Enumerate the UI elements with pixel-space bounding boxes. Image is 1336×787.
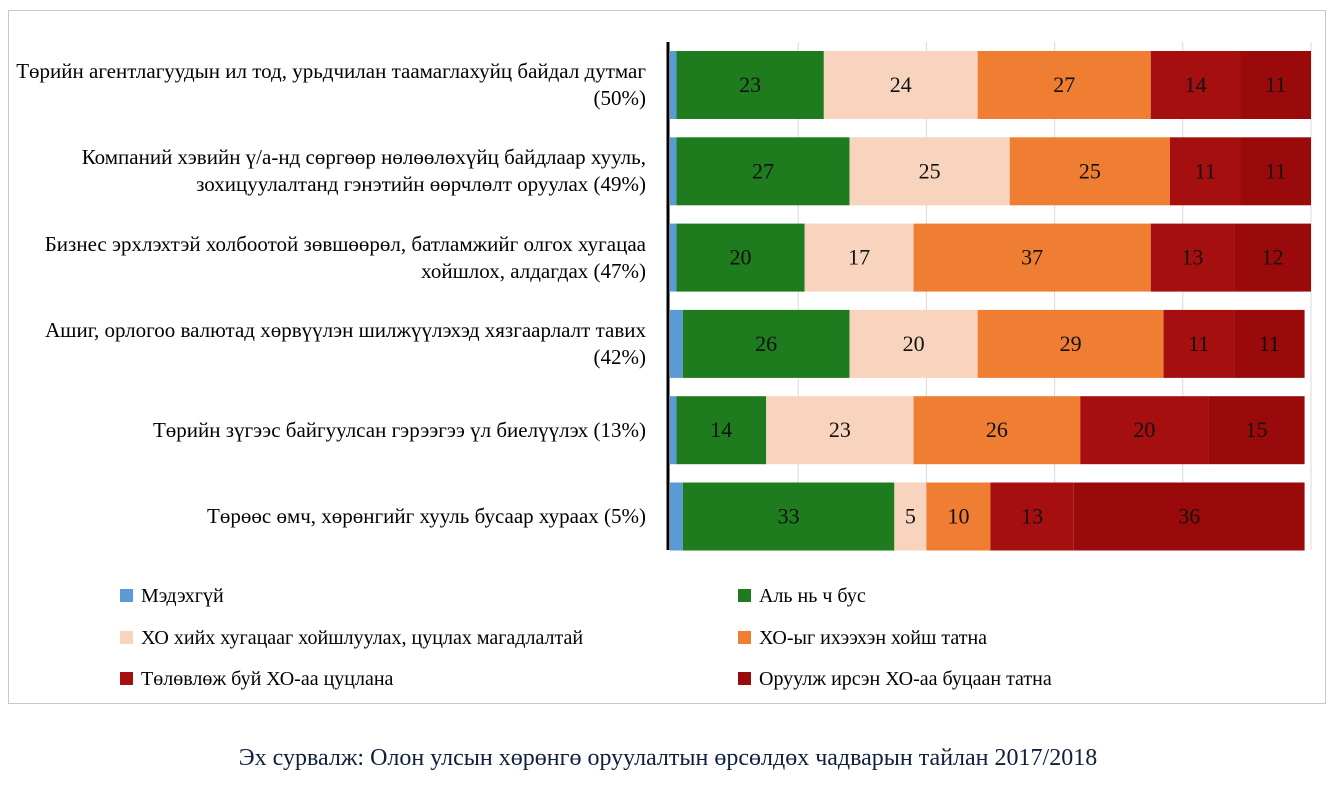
data-label: 27: [752, 158, 774, 183]
data-label: 23: [739, 72, 761, 97]
data-label: 23: [829, 417, 851, 442]
bar-segment: [977, 309, 1164, 378]
bar-segment: [670, 482, 683, 551]
data-label: 37: [1021, 245, 1043, 270]
bar-segment: [1073, 482, 1305, 551]
data-label: 25: [919, 158, 941, 183]
data-label: 10: [947, 504, 969, 529]
data-label: 20: [730, 245, 752, 270]
category-label: Ашиг, орлогоо валютад хөрвүүлэн шилжүүлэ…: [45, 317, 646, 369]
data-label: 13: [1181, 245, 1203, 270]
bar-segment: [1240, 51, 1311, 119]
data-label: 25: [1079, 158, 1101, 183]
data-label: 14: [710, 417, 732, 442]
data-label: 17: [848, 245, 870, 270]
bar-segment: [1234, 309, 1305, 378]
bar-segment: [676, 223, 805, 292]
legend-swatch: [120, 672, 133, 685]
bar-segment: [1150, 51, 1241, 119]
data-label: 33: [778, 504, 800, 529]
bar-segment: [1240, 137, 1311, 206]
legend-item: ХО-ыг ихээхэн хойш татна: [738, 626, 987, 650]
bar-segment: [682, 309, 850, 378]
legend-label: Оруулж ирсэн ХО-аа буцаан татна: [759, 668, 1052, 690]
legend-item: Мэдэхгүй: [120, 584, 224, 608]
data-label: 11: [1265, 72, 1286, 97]
bar-segment: [990, 482, 1074, 551]
bar-segment: [670, 137, 677, 206]
data-label: 20: [1133, 417, 1155, 442]
bar-segment: [926, 482, 991, 551]
legend-label: ХО-ыг ихээхэн хойш татна: [759, 627, 988, 649]
legend-label: ХО хийх хугацааг хойшлуулах, цуцлах мага…: [141, 627, 584, 649]
category-label: Төрийн агентлагуудын ил тод, урьдчилан т…: [16, 59, 646, 110]
legend-item: Төлөвлөж буй ХО-аа цуцлана: [120, 667, 393, 691]
bar-segment: [1169, 137, 1241, 206]
category-label: Төрөөс өмч, хөрөнгийг хууль бусаар хураа…: [207, 504, 646, 528]
bar-segment: [766, 396, 914, 465]
data-label: 15: [1246, 417, 1268, 442]
data-label: 11: [1259, 331, 1280, 356]
bar-segment: [1080, 396, 1209, 465]
bar-segment: [823, 51, 978, 119]
legend-label: Төлөвлөж буй ХО-аа цуцлана: [141, 668, 394, 690]
bar-segment: [670, 309, 683, 378]
category-label: Төрийн зүгээс байгуулсан гэрээгээ үл бие…: [152, 417, 646, 442]
data-label: 24: [890, 72, 912, 97]
data-label: 36: [1178, 504, 1200, 529]
data-label: 26: [755, 331, 777, 356]
bar-segment: [676, 51, 824, 119]
data-label: 11: [1265, 158, 1286, 183]
legend-label: Мэдэхгүй: [141, 585, 224, 607]
data-label: 27: [1053, 72, 1075, 97]
bar-segment: [682, 482, 895, 551]
data-label: 11: [1188, 331, 1209, 356]
bar-segment: [1009, 137, 1170, 206]
legend-swatch: [738, 672, 751, 685]
data-label: 5: [905, 504, 916, 529]
data-label: 12: [1262, 245, 1284, 270]
category-label: Бизнес эрхлэхтэй холбоотой зөвшөөрөл, ба…: [44, 231, 646, 283]
bar-segment: [1234, 223, 1311, 292]
bar-segment: [913, 396, 1081, 465]
bar-segment: [913, 223, 1151, 292]
bar-segment: [670, 396, 677, 465]
bar-segment: [1208, 396, 1305, 465]
legend-swatch: [738, 589, 751, 602]
data-label: 20: [903, 331, 925, 356]
data-label: 11: [1195, 158, 1216, 183]
legend-swatch: [738, 631, 751, 644]
category-label: Компаний хэвийн ү/а-нд сөргөөр нөлөөлөхү…: [81, 145, 646, 197]
bar-segment: [676, 396, 767, 465]
bar-segment: [849, 309, 978, 378]
legend-item: Оруулж ирсэн ХО-аа буцаан татна: [738, 667, 1052, 691]
bar-segment: [670, 223, 677, 292]
bar-segment: [1163, 309, 1235, 378]
legend-swatch: [120, 589, 133, 602]
bar-segment: [849, 137, 1010, 206]
source-note: Эх сурвалж: Олон улсын хөрөнгө оруулалты…: [238, 745, 1098, 771]
bar-segment: [1150, 223, 1235, 292]
bar-segment: [894, 482, 927, 551]
data-label: 14: [1185, 72, 1207, 97]
bar-segment: [670, 51, 677, 119]
legend-swatch: [120, 631, 133, 644]
bar-segment: [977, 51, 1151, 119]
bar-segment: [676, 137, 850, 206]
bar-segment: [804, 223, 914, 292]
data-label: 13: [1021, 504, 1043, 529]
data-label: 26: [986, 417, 1008, 442]
legend-item: ХО хийх хугацааг хойшлуулах, цуцлах мага…: [120, 626, 583, 650]
data-label: 29: [1060, 331, 1082, 356]
legend-label: Аль нь ч бус: [759, 585, 866, 607]
legend-item: Аль нь ч бус: [738, 584, 866, 608]
